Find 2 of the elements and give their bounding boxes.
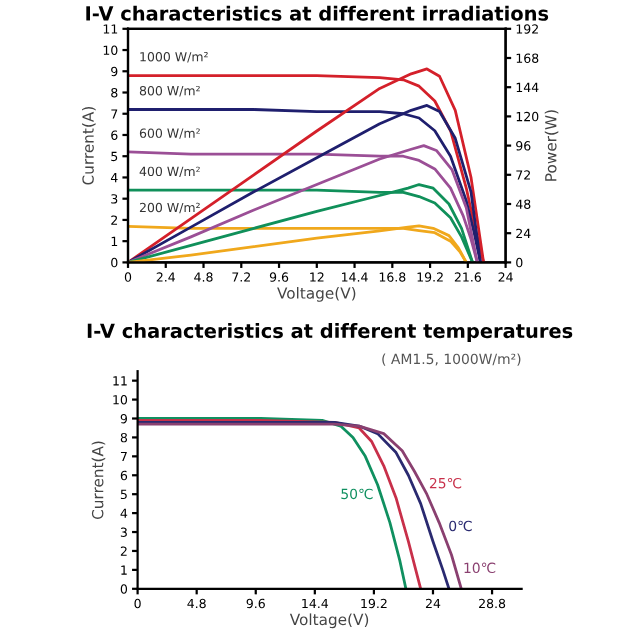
chart-title: I-V characteristics at different temperatures (87, 323, 573, 342)
chart-title: I-V characteristics at different irradiations (86, 5, 549, 21)
